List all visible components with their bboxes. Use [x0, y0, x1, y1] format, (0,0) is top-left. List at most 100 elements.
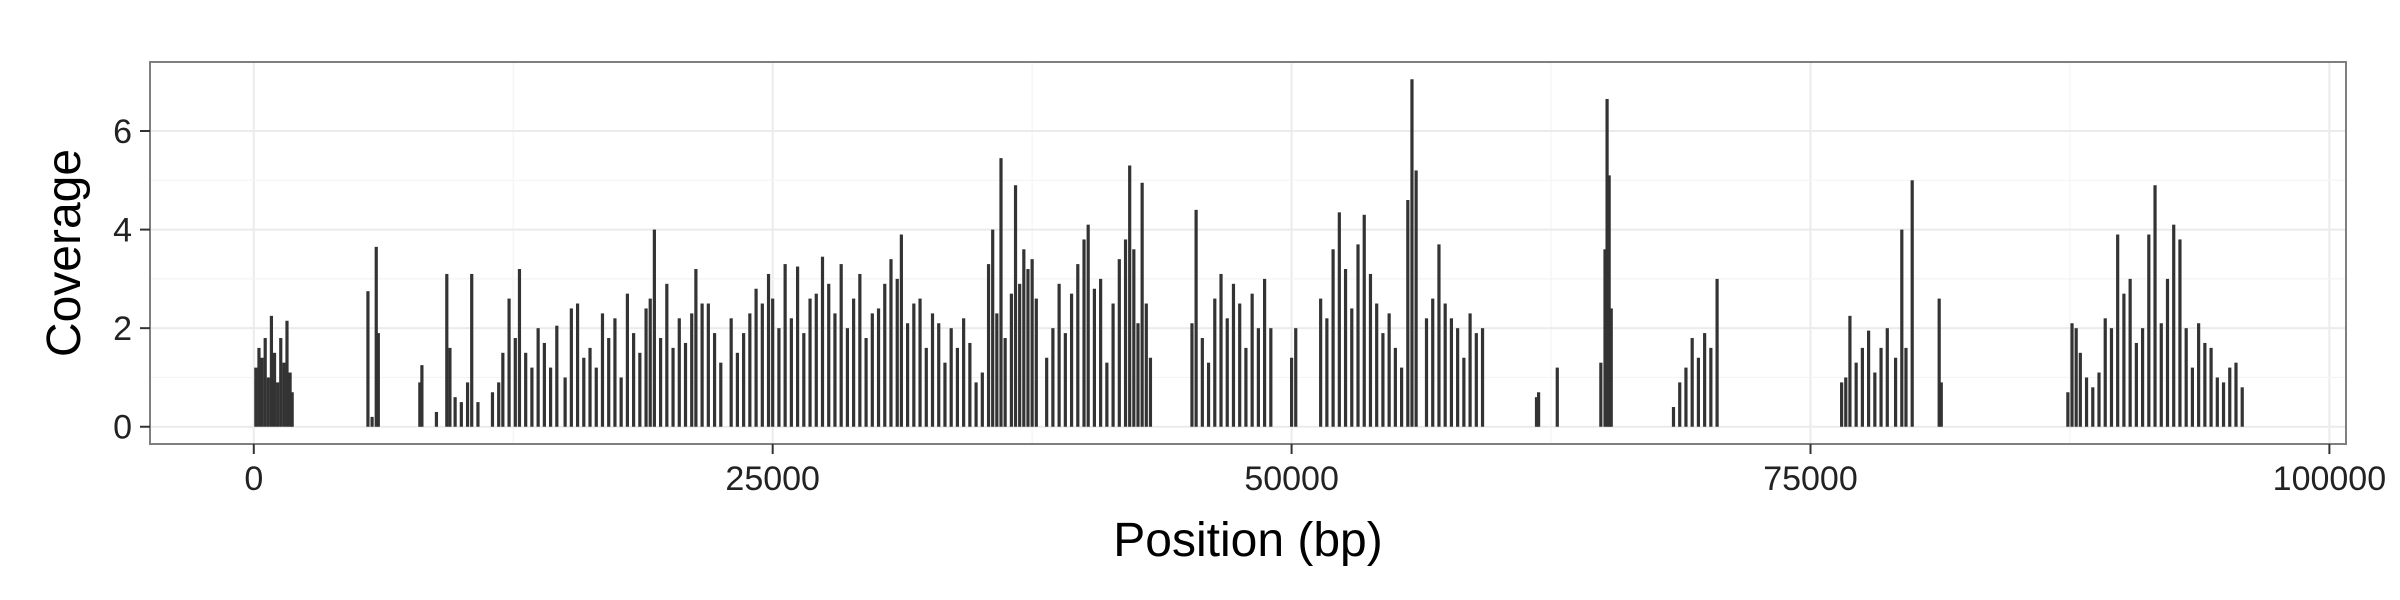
x-axis-title: Position (bp) — [1113, 514, 1382, 567]
coverage-bar — [370, 416, 374, 427]
coverage-bar — [1057, 283, 1061, 427]
coverage-bar — [1082, 239, 1086, 427]
coverage-bar — [1599, 362, 1603, 427]
coverage-bar — [729, 318, 733, 427]
coverage-bar — [1063, 333, 1067, 427]
coverage-bar — [1414, 170, 1418, 427]
coverage-bar — [1051, 328, 1055, 427]
coverage-bar — [677, 318, 681, 427]
coverage-bar — [260, 357, 264, 427]
coverage-bar — [1873, 372, 1877, 427]
coverage-bar — [924, 347, 928, 427]
coverage-bar — [1086, 224, 1090, 427]
coverage-bar — [912, 303, 916, 427]
coverage-bar — [2078, 352, 2082, 427]
coverage-bar — [1123, 239, 1128, 427]
coverage-bar — [1013, 185, 1018, 427]
coverage-bar — [839, 264, 843, 427]
coverage-bar — [1703, 333, 1707, 427]
coverage-bar — [1200, 338, 1204, 427]
coverage-bar — [852, 298, 856, 427]
coverage-bar — [2178, 239, 2182, 427]
coverage-bar — [1536, 392, 1541, 427]
coverage-bar — [1018, 283, 1022, 427]
coverage-bar — [1244, 347, 1248, 427]
plot-panel — [150, 62, 2346, 444]
coverage-bar — [858, 273, 862, 427]
coverage-bar — [517, 269, 522, 427]
coverage-bar — [2122, 293, 2126, 427]
coverage-bar — [937, 323, 941, 427]
coverage-bar — [1437, 244, 1441, 427]
plot-panel-border — [149, 61, 2347, 445]
bars-layer — [254, 79, 2244, 427]
coverage-bar — [694, 269, 698, 427]
y-tick-label: 4 — [113, 212, 132, 250]
coverage-bar — [254, 367, 258, 427]
coverage-bar — [802, 333, 806, 427]
coverage-bar — [1003, 338, 1007, 427]
coverage-bar — [1893, 357, 1898, 427]
coverage-bar — [2103, 318, 2107, 427]
x-tick-label: 0 — [244, 460, 263, 498]
coverage-bar — [1474, 333, 1478, 427]
x-tick-label: 75000 — [1763, 460, 1858, 498]
coverage-bar — [895, 278, 899, 427]
coverage-bar — [290, 392, 294, 427]
x-tick-label: 25000 — [725, 460, 820, 498]
coverage-bar — [1356, 244, 1360, 427]
coverage-bar — [808, 298, 812, 427]
coverage-bar — [719, 362, 723, 427]
coverage-bar — [760, 303, 764, 427]
coverage-bar — [665, 283, 669, 427]
coverage-bar — [1443, 303, 1447, 427]
coverage-bar — [2116, 234, 2120, 427]
coverage-bar — [814, 293, 818, 427]
coverage-bar — [777, 328, 781, 427]
coverage-bar — [1092, 288, 1096, 427]
coverage-bar — [1854, 362, 1858, 427]
coverage-bar — [1406, 200, 1410, 427]
coverage-bar — [276, 382, 280, 427]
coverage-bar — [282, 362, 286, 427]
coverage-bar — [366, 291, 370, 427]
coverage-bar — [1709, 347, 1713, 427]
coverage-bar — [2221, 382, 2226, 427]
coverage-bar — [272, 352, 277, 427]
coverage-bar — [1076, 264, 1080, 427]
x-tick-label: 50000 — [1244, 460, 1339, 498]
coverage-bar — [889, 259, 893, 427]
coverage-bar — [795, 266, 800, 427]
coverage-bar — [569, 308, 573, 427]
coverage-bar — [2228, 367, 2232, 427]
coverage-bar — [1368, 273, 1373, 427]
coverage-bar — [465, 382, 470, 427]
coverage-bar — [288, 372, 292, 427]
coverage-bar — [766, 273, 771, 427]
coverage-bar — [683, 342, 688, 427]
coverage-bar — [1362, 214, 1366, 427]
coverage-bar — [418, 382, 422, 427]
coverage-bar — [420, 365, 424, 427]
coverage-bar — [563, 377, 567, 427]
coverage-bar — [524, 352, 528, 427]
coverage-bar — [575, 303, 580, 427]
coverage-bar — [876, 308, 881, 427]
coverage-bar — [1231, 283, 1236, 427]
coverage-bar — [2147, 234, 2151, 427]
coverage-bar — [1250, 293, 1254, 427]
coverage-bar — [632, 333, 636, 427]
coverage-bar — [700, 303, 704, 427]
coverage-bar — [459, 402, 463, 427]
coverage-bar — [1128, 165, 1132, 427]
coverage-bar — [991, 229, 995, 427]
coverage-bar — [2203, 342, 2207, 427]
coverage-bar — [2066, 392, 2070, 427]
coverage-bar — [962, 318, 966, 427]
coverage-bar — [1009, 293, 1013, 427]
coverage-bar — [883, 283, 887, 427]
coverage-bar — [742, 333, 746, 427]
coverage-bar — [735, 352, 739, 427]
coverage-bar — [1844, 377, 1848, 427]
